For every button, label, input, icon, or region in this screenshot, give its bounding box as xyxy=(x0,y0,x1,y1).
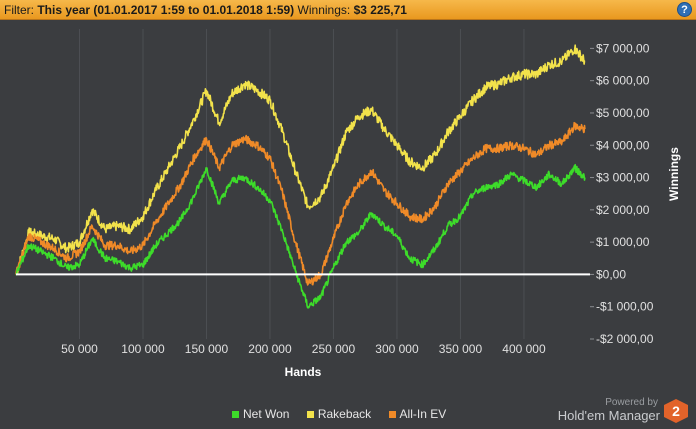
y-tick-label: $5 000,00 xyxy=(596,106,650,120)
legend-swatch-net-won xyxy=(232,411,239,419)
filter-bar: Filter: This year (01.01.2017 1:59 to 01… xyxy=(0,0,696,20)
x-tick-label: 400 000 xyxy=(502,342,546,356)
y-tick-label: $4 000,00 xyxy=(596,138,650,152)
x-tick-label: 200 000 xyxy=(248,342,292,356)
x-tick-label: 350 000 xyxy=(439,342,483,356)
brand-name: Hold'em Manager xyxy=(557,408,660,423)
powered-by-text: Powered by xyxy=(605,397,658,408)
filter-label: Filter: xyxy=(4,3,34,17)
legend-label-allin-ev: All-In EV xyxy=(399,407,447,421)
x-tick-label: 150 000 xyxy=(185,342,229,356)
x-tick-label: 250 000 xyxy=(312,342,356,356)
legend-item-rakeback[interactable]: Rakeback xyxy=(306,407,372,421)
y-tick-label: -$1 000,00 xyxy=(596,300,654,314)
legend-item-net-won[interactable]: Net Won xyxy=(232,407,289,421)
help-icon[interactable]: ? xyxy=(677,2,692,17)
legend-label-rakeback: Rakeback xyxy=(317,407,372,421)
x-tick-label: 300 000 xyxy=(375,342,419,356)
y-tick-label: $0,00 xyxy=(596,267,626,281)
legend-swatch-rakeback xyxy=(306,411,314,419)
chart-legend: Net Won Rakeback All-In EV xyxy=(232,407,460,421)
y-tick-label: $1 000,00 xyxy=(596,235,650,249)
winnings-value: $3 225,71 xyxy=(353,3,407,17)
y-tick-label: $2 000,00 xyxy=(596,203,650,217)
winnings-chart: 50 000 100 000 150 000 200 000 250 000 300 00… xyxy=(15,29,681,379)
hem-logo-icon: 2 xyxy=(664,399,688,423)
branding: Powered by Hold'em Manager 2 xyxy=(558,397,688,423)
filter-value[interactable]: This year (01.01.2017 1:59 to 01.01.2018… xyxy=(37,3,295,17)
series-line-rakeback xyxy=(15,44,586,275)
y-tick-label: $3 000,00 xyxy=(596,171,650,185)
legend-item-allin-ev[interactable]: All-In EV xyxy=(388,407,447,421)
y-tick-label: $6 000,00 xyxy=(596,74,650,88)
x-axis-title: Hands xyxy=(285,365,322,379)
series-line-net-won xyxy=(15,163,586,309)
series-line-all-in-ev xyxy=(15,121,586,286)
y-axis-title: Winnings xyxy=(667,147,681,201)
legend-swatch-allin-ev xyxy=(388,411,396,419)
y-tick-label: $7 000,00 xyxy=(596,41,650,55)
legend-label-net-won: Net Won xyxy=(243,407,290,421)
x-tick-label: 100 000 xyxy=(121,342,165,356)
x-tick-label: 50 000 xyxy=(61,342,98,356)
y-tick-label: -$2 000,00 xyxy=(596,332,654,346)
winnings-label: Winnings: xyxy=(297,3,351,17)
